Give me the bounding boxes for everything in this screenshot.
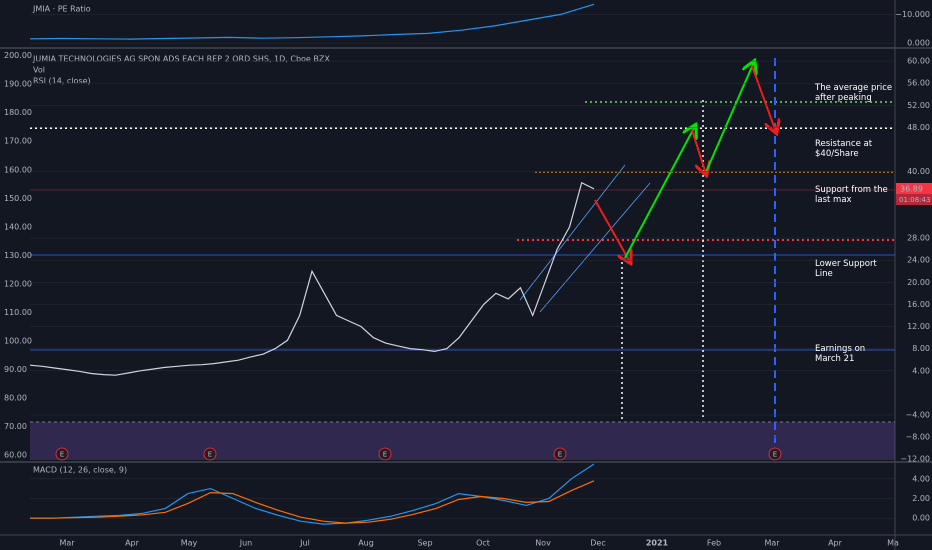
arrow xyxy=(705,62,754,173)
y-tick-label: 4.00 xyxy=(912,474,930,483)
y-tick-label: 12.00 xyxy=(907,322,930,331)
annotation-line: $40/Share xyxy=(815,149,859,159)
countdown-badge xyxy=(896,194,932,205)
macd-line xyxy=(30,480,595,524)
y-tick-label-left: 180.00 xyxy=(4,108,32,117)
x-tick-label: Sep xyxy=(417,539,432,548)
macd-label: MACD (12, 26, close, 9) xyxy=(33,466,127,475)
earnings-marker-label: E xyxy=(773,451,777,459)
annotation: Lower Support Line xyxy=(815,259,877,279)
earnings-marker xyxy=(378,447,392,461)
y-tick-label-left: 140.00 xyxy=(4,222,32,231)
x-tick-label: Mar xyxy=(59,539,75,548)
y-tick-label-left: 170.00 xyxy=(4,137,32,146)
annotation-line: The average price xyxy=(814,83,892,93)
y-tick-label-left: 190.00 xyxy=(4,80,32,89)
annotation-line: March 21 xyxy=(815,354,854,364)
y-tick-label: −8.00 xyxy=(905,433,930,442)
x-tick-label: Feb xyxy=(707,539,721,548)
price-badge xyxy=(896,183,932,194)
annotation: Resistance at $40/Share xyxy=(815,139,873,159)
price-line xyxy=(29,181,595,376)
annotation-line: Lower Support xyxy=(815,259,877,269)
annotation-line: Line xyxy=(815,269,833,279)
y-tick-label-left: 100.00 xyxy=(4,336,32,345)
y-tick-label: −12.00 xyxy=(900,455,930,464)
arrow xyxy=(624,126,695,259)
y-tick-label: 0.000 xyxy=(907,39,930,48)
y-tick-label: 16.00 xyxy=(907,300,930,309)
projection-arrows xyxy=(594,62,776,262)
y-tick-label: 48.00 xyxy=(907,123,930,132)
y-tick-label-left: 160.00 xyxy=(4,165,32,174)
y-tick-label: 2.00 xyxy=(912,494,930,503)
y-tick-label: 60.00 xyxy=(907,57,930,66)
annotation-line: after peaking xyxy=(815,93,872,103)
earnings-marker-label: E xyxy=(383,451,387,459)
indicator-label: RSI (14, close) xyxy=(33,77,91,86)
y-tick-label-left: 110.00 xyxy=(4,308,32,317)
macd-line xyxy=(30,463,595,525)
x-tick-label: 2021 xyxy=(646,539,669,548)
indicator-label: Vol xyxy=(33,66,45,75)
y-tick-label: 0.00 xyxy=(912,514,930,523)
pe-line xyxy=(29,3,595,40)
x-tick-label: Apr xyxy=(125,539,140,548)
annotation-line: last max xyxy=(815,195,852,205)
y-tick-label: 4.00 xyxy=(912,366,930,375)
annotation: Earnings on March 21 xyxy=(815,344,865,364)
earnings-marker-label: E xyxy=(558,451,562,459)
arrow xyxy=(594,199,630,262)
x-tick-label: May xyxy=(181,539,198,548)
pe-label: JMIA · PE Ratio xyxy=(32,5,91,14)
arrow xyxy=(751,65,776,132)
x-tick-label: Jul xyxy=(299,539,310,548)
annotation: The average price after peaking xyxy=(814,83,892,103)
earnings-marker-label: E xyxy=(60,451,64,459)
y-tick-label: 56.00 xyxy=(907,79,930,88)
x-tick-label: Aug xyxy=(358,539,374,548)
chart-title: JUMIA TECHNOLOGIES AG SPON ADS EACH REP … xyxy=(32,55,330,64)
arrow xyxy=(691,129,706,174)
y-tick-label-left: 80.00 xyxy=(4,393,27,402)
y-tick-label-left: 120.00 xyxy=(4,279,32,288)
y-tick-label-left: 90.00 xyxy=(4,365,27,374)
x-tick-label: Dec xyxy=(590,539,605,548)
earnings-marker xyxy=(55,447,69,461)
earnings-marker xyxy=(203,447,217,461)
y-tick-label-left: 130.00 xyxy=(4,251,32,260)
annotation-line: Resistance at xyxy=(815,139,873,149)
x-tick-label: Ma xyxy=(887,539,899,548)
y-tick-label: −4.00 xyxy=(905,410,930,419)
annotation-line: Support from the xyxy=(815,185,888,195)
price-badge-label: 36.89 xyxy=(900,185,923,194)
y-tick-label: 40.00 xyxy=(907,167,930,176)
y-tick-label: 24.00 xyxy=(907,256,930,265)
y-tick-label: 28.00 xyxy=(907,234,930,243)
annotation-line: Earnings on xyxy=(815,344,865,354)
rsi-band xyxy=(30,422,895,460)
earnings-marker xyxy=(553,447,567,461)
countdown-label: 01:08:43 xyxy=(899,196,930,204)
y-tick-label: 8.00 xyxy=(912,344,930,353)
earnings-marker xyxy=(768,447,782,461)
y-tick-label: 20.00 xyxy=(907,278,930,287)
x-tick-label: Nov xyxy=(535,539,551,548)
x-tick-label: Oct xyxy=(476,539,490,548)
channel-line xyxy=(519,164,626,301)
y-tick-label-left: 200.00 xyxy=(4,51,32,60)
annotation: Support from the last max xyxy=(815,185,888,205)
x-tick-label: Mar xyxy=(764,539,780,548)
earnings-marker-label: E xyxy=(208,451,212,459)
x-tick-label: Apr xyxy=(828,539,843,548)
y-tick-label: −10.000 xyxy=(895,10,930,19)
y-tick-label-left: 60.00 xyxy=(4,450,27,459)
x-tick-label: Jun xyxy=(239,539,253,548)
y-tick-label: 52.00 xyxy=(907,101,930,110)
y-tick-label-left: 150.00 xyxy=(4,194,32,203)
y-tick-label-left: 70.00 xyxy=(4,422,27,431)
channel-line xyxy=(539,182,651,313)
